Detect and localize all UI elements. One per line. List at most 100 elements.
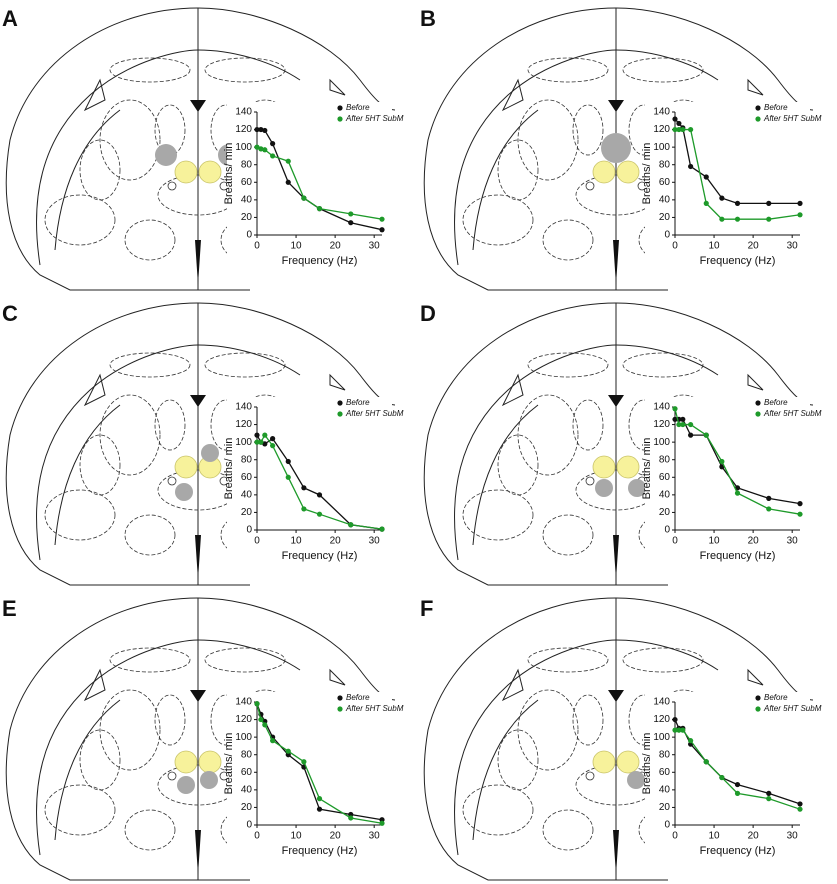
- data-point: [797, 511, 803, 517]
- data-point: [285, 474, 291, 480]
- x-tick-label: 30: [787, 831, 799, 842]
- data-point: [285, 458, 291, 465]
- data-point: [285, 158, 291, 164]
- brain-inner: [454, 49, 719, 266]
- y-tick-label: 140: [653, 107, 670, 118]
- brain-region: [99, 689, 161, 771]
- data-point: [301, 485, 307, 491]
- data-point: [254, 432, 260, 438]
- brain-inner: [454, 639, 719, 856]
- brain-inner: [36, 344, 301, 561]
- data-point: [688, 126, 694, 133]
- y-tick-label: 120: [235, 714, 252, 725]
- y-tick-label: 20: [241, 507, 253, 518]
- data-point: [719, 216, 725, 222]
- y-tick-label: 100: [653, 732, 670, 743]
- brain-region: [497, 139, 539, 201]
- panel-label: C: [2, 301, 18, 326]
- brain-region: [572, 694, 604, 746]
- y-tick-label: 120: [653, 419, 670, 430]
- data-point: [766, 790, 772, 796]
- data-point: [672, 727, 678, 733]
- data-point: [285, 179, 291, 185]
- y-tick-label: 80: [659, 749, 671, 760]
- brain-region: [204, 647, 286, 673]
- brain-region: [124, 809, 176, 851]
- brain-region: [622, 647, 704, 673]
- brain-region: [154, 399, 186, 451]
- nucleus: [616, 455, 640, 479]
- panel-label: F: [420, 596, 433, 621]
- data-point: [676, 727, 682, 733]
- y-tick-label: 100: [235, 437, 252, 448]
- legend-marker: [337, 116, 343, 122]
- data-point: [719, 195, 725, 201]
- ventricle: [190, 395, 206, 580]
- brain-region: [527, 57, 609, 83]
- data-point: [734, 490, 741, 496]
- y-tick-label: 80: [659, 454, 671, 465]
- brain-region: [497, 729, 539, 791]
- y-tick-label: 60: [241, 767, 253, 778]
- data-point: [270, 153, 276, 159]
- x-axis-label: Frequency (Hz): [282, 550, 358, 562]
- brain-region: [622, 352, 704, 378]
- legend-label: Before: [346, 398, 370, 407]
- data-point: [316, 806, 323, 812]
- brain-region: [527, 352, 609, 378]
- nucleus: [616, 160, 640, 184]
- data-point: [672, 416, 678, 422]
- y-tick-label: 120: [653, 124, 670, 135]
- y-tick-label: 0: [246, 230, 252, 241]
- y-tick-label: 100: [653, 437, 670, 448]
- legend-label: After 5HT SubM: [345, 704, 404, 713]
- brain-region: [124, 219, 176, 261]
- legend-label: Before: [346, 103, 370, 112]
- nucleus-small: [585, 771, 595, 781]
- data-point: [379, 216, 385, 222]
- panel: A 0 20 40 60 80 100 120 140 0 10 20 30 Frequency (Hz)…: [2, 6, 404, 291]
- data-point: [676, 421, 682, 428]
- y-axis-label: Breaths/ min: [223, 438, 235, 500]
- y-tick-label: 140: [235, 697, 252, 708]
- nucleus: [174, 160, 198, 184]
- data-point: [379, 227, 385, 233]
- y-axis-label: Breaths/ min: [223, 143, 235, 205]
- brain-region: [44, 784, 116, 836]
- x-axis-label: Frequency (Hz): [700, 550, 776, 562]
- data-point: [254, 126, 260, 133]
- data-point: [270, 436, 276, 442]
- data-point: [258, 126, 264, 133]
- data-point: [703, 432, 709, 438]
- y-tick-label: 80: [241, 159, 253, 170]
- x-tick-label: 10: [291, 536, 303, 547]
- x-tick-label: 20: [748, 241, 760, 252]
- panel-label: E: [2, 596, 17, 621]
- brain-region: [462, 784, 534, 836]
- lesion-site: [177, 776, 195, 794]
- legend-marker: [337, 411, 343, 417]
- legend-label: After 5HT SubM: [345, 114, 404, 123]
- data-point: [258, 439, 264, 445]
- panel: F 0 20 40 60 80 100 120 140 0 10 20 30 Frequency (Hz)…: [420, 596, 822, 881]
- data-point: [766, 506, 772, 512]
- y-tick-label: 140: [235, 107, 252, 118]
- x-axis-label: Frequency (Hz): [700, 845, 776, 857]
- brain-region: [79, 139, 121, 201]
- x-tick-label: 30: [787, 241, 799, 252]
- data-point: [734, 790, 741, 796]
- brain-region: [99, 394, 161, 476]
- y-tick-label: 140: [235, 402, 252, 413]
- x-tick-label: 30: [369, 831, 381, 842]
- brain-region: [154, 694, 186, 746]
- brain-region: [109, 647, 191, 673]
- x-tick-label: 10: [709, 831, 721, 842]
- data-point: [672, 126, 678, 133]
- y-tick-label: 60: [659, 472, 671, 483]
- nucleus-small: [167, 181, 177, 191]
- data-point: [254, 701, 260, 707]
- brain-region: [542, 514, 594, 556]
- brain-region: [99, 99, 161, 181]
- y-tick-label: 60: [659, 767, 671, 778]
